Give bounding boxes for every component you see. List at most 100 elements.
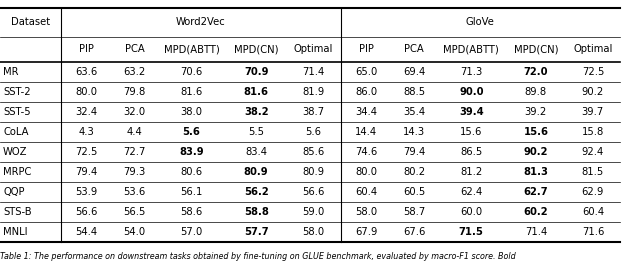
Text: 86.5: 86.5	[460, 147, 483, 157]
Text: 80.9: 80.9	[302, 167, 324, 177]
Text: WOZ: WOZ	[3, 147, 28, 157]
Text: 62.4: 62.4	[460, 187, 483, 197]
Text: 79.4: 79.4	[76, 167, 98, 177]
Text: 58.0: 58.0	[355, 207, 378, 217]
Text: 35.4: 35.4	[403, 107, 426, 117]
Text: 15.6: 15.6	[524, 127, 548, 137]
Text: 81.9: 81.9	[302, 87, 324, 97]
Text: 83.4: 83.4	[245, 147, 267, 157]
Text: PIP: PIP	[359, 44, 374, 54]
Text: 53.9: 53.9	[76, 187, 98, 197]
Text: 38.2: 38.2	[244, 107, 268, 117]
Text: 5.6: 5.6	[182, 127, 200, 137]
Text: 80.9: 80.9	[244, 167, 268, 177]
Text: 53.6: 53.6	[124, 187, 146, 197]
Text: 56.6: 56.6	[302, 187, 324, 197]
Text: 5.5: 5.5	[248, 127, 264, 137]
Text: 81.3: 81.3	[524, 167, 548, 177]
Text: MPD(ABTT): MPD(ABTT)	[444, 44, 499, 54]
Text: 85.6: 85.6	[302, 147, 324, 157]
Text: 14.3: 14.3	[403, 127, 426, 137]
Text: 72.0: 72.0	[524, 67, 548, 77]
Text: 72.7: 72.7	[124, 147, 146, 157]
Text: 72.5: 72.5	[582, 67, 604, 77]
Text: 74.6: 74.6	[355, 147, 378, 157]
Text: 71.4: 71.4	[302, 67, 324, 77]
Text: 63.6: 63.6	[76, 67, 98, 77]
Text: 58.7: 58.7	[403, 207, 426, 217]
Text: 81.2: 81.2	[460, 167, 483, 177]
Text: 57.7: 57.7	[244, 227, 268, 237]
Text: 60.2: 60.2	[524, 207, 548, 217]
Text: 92.4: 92.4	[582, 147, 604, 157]
Text: 79.8: 79.8	[124, 87, 146, 97]
Text: MRPC: MRPC	[3, 167, 31, 177]
Text: 38.0: 38.0	[180, 107, 202, 117]
Text: MR: MR	[3, 67, 19, 77]
Text: 14.4: 14.4	[355, 127, 378, 137]
Text: 54.0: 54.0	[124, 227, 146, 237]
Text: 38.7: 38.7	[302, 107, 324, 117]
Text: 32.4: 32.4	[76, 107, 98, 117]
Text: 62.7: 62.7	[524, 187, 548, 197]
Text: 79.3: 79.3	[124, 167, 146, 177]
Text: 70.6: 70.6	[180, 67, 203, 77]
Text: 60.4: 60.4	[355, 187, 378, 197]
Text: 62.9: 62.9	[582, 187, 604, 197]
Text: MPD(CN): MPD(CN)	[234, 44, 278, 54]
Text: 67.9: 67.9	[355, 227, 378, 237]
Text: MNLI: MNLI	[3, 227, 28, 237]
Text: 80.6: 80.6	[180, 167, 203, 177]
Text: 57.0: 57.0	[180, 227, 203, 237]
Text: 58.0: 58.0	[302, 227, 324, 237]
Text: SST-2: SST-2	[3, 87, 31, 97]
Text: 63.2: 63.2	[124, 67, 146, 77]
Text: 71.5: 71.5	[459, 227, 484, 237]
Text: 71.3: 71.3	[460, 67, 483, 77]
Text: 86.0: 86.0	[355, 87, 378, 97]
Text: Word2Vec: Word2Vec	[176, 17, 225, 27]
Text: 56.2: 56.2	[244, 187, 269, 197]
Text: 60.5: 60.5	[403, 187, 426, 197]
Text: 56.1: 56.1	[180, 187, 203, 197]
Text: 67.6: 67.6	[403, 227, 426, 237]
Text: 65.0: 65.0	[355, 67, 378, 77]
Text: 80.0: 80.0	[355, 167, 378, 177]
Text: 72.5: 72.5	[76, 147, 98, 157]
Text: 58.8: 58.8	[244, 207, 269, 217]
Text: 71.4: 71.4	[525, 227, 547, 237]
Text: Dataset: Dataset	[11, 17, 50, 27]
Text: 39.7: 39.7	[582, 107, 604, 117]
Text: Table 1: The performance on downstream tasks obtained by fine-tuning on GLUE ben: Table 1: The performance on downstream t…	[0, 252, 516, 261]
Text: GloVe: GloVe	[466, 17, 495, 27]
Text: Optimal: Optimal	[573, 44, 612, 54]
Text: QQP: QQP	[3, 187, 24, 197]
Text: 39.4: 39.4	[459, 107, 484, 117]
Text: 59.0: 59.0	[302, 207, 324, 217]
Text: SST-5: SST-5	[3, 107, 31, 117]
Text: 60.0: 60.0	[460, 207, 483, 217]
Text: 89.8: 89.8	[525, 87, 547, 97]
Text: 5.6: 5.6	[305, 127, 321, 137]
Text: 79.4: 79.4	[403, 147, 426, 157]
Text: 34.4: 34.4	[355, 107, 378, 117]
Text: 81.5: 81.5	[582, 167, 604, 177]
Text: MPD(CN): MPD(CN)	[514, 44, 558, 54]
Text: 90.2: 90.2	[582, 87, 604, 97]
Text: 83.9: 83.9	[179, 147, 204, 157]
Text: 54.4: 54.4	[76, 227, 98, 237]
Text: Optimal: Optimal	[294, 44, 333, 54]
Text: MPD(ABTT): MPD(ABTT)	[164, 44, 220, 54]
Text: 88.5: 88.5	[403, 87, 426, 97]
Text: 81.6: 81.6	[180, 87, 203, 97]
Text: 58.6: 58.6	[180, 207, 203, 217]
Text: 4.3: 4.3	[79, 127, 95, 137]
Text: 56.5: 56.5	[124, 207, 146, 217]
Text: STS-B: STS-B	[3, 207, 31, 217]
Text: 4.4: 4.4	[127, 127, 143, 137]
Text: 80.0: 80.0	[76, 87, 98, 97]
Text: PCA: PCA	[404, 44, 424, 54]
Text: 60.4: 60.4	[582, 207, 604, 217]
Text: 56.6: 56.6	[76, 207, 98, 217]
Text: CoLA: CoLA	[3, 127, 29, 137]
